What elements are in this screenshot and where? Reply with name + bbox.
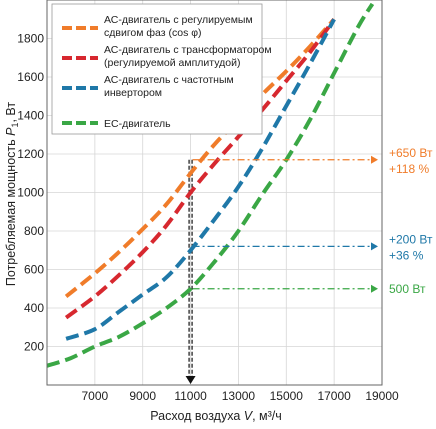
annotation-label: 500 Вт bbox=[389, 282, 426, 296]
y-tick-label: 800 bbox=[24, 224, 44, 238]
y-tick-label: 1200 bbox=[17, 147, 44, 161]
x-axis-title: Расход воздуха V, м³/ч bbox=[150, 409, 282, 423]
legend-label: АС-двигатель с регулируемым bbox=[104, 14, 253, 26]
legend-label: ЕС-двигатель bbox=[104, 118, 171, 130]
legend-label: инвертором bbox=[104, 87, 162, 99]
plot-frame bbox=[46, 0, 383, 386]
y-axis-title: Потребляемая мощность P1, Вт bbox=[4, 102, 20, 286]
legend-label: сдвигом фаз (cos φ) bbox=[104, 27, 202, 39]
y-axis-title-main: Потребляемая мощность bbox=[4, 136, 18, 286]
legend-label: АС-двигатель с трансформатором bbox=[104, 44, 272, 56]
y-tick-label: 1000 bbox=[17, 186, 44, 200]
series-line-0 bbox=[64, 17, 336, 298]
annotation-arrow-0 bbox=[371, 155, 378, 164]
legend-label: АС-двигатель с частотным bbox=[104, 74, 234, 86]
series-lines bbox=[46, 2, 375, 368]
y-tick-label: 1600 bbox=[17, 70, 44, 84]
x-tick-label: 13000 bbox=[222, 389, 256, 403]
x-tick-label: 7000 bbox=[82, 389, 109, 403]
x-axis-title-unit: , м³/ч bbox=[252, 409, 282, 423]
x-tick-labels: 7000 9000 11000 13000 15000 17000 19000 bbox=[82, 389, 400, 403]
x-tick-label: 15000 bbox=[270, 389, 304, 403]
y-tick-labels: 200 400 600 800 1000 1200 1400 1600 1800 bbox=[17, 32, 44, 354]
y-tick-label: 600 bbox=[24, 263, 44, 277]
y-tick-label: 1400 bbox=[17, 109, 44, 123]
x-tick-label: 9000 bbox=[129, 389, 156, 403]
series-line-3 bbox=[46, 2, 375, 368]
x-axis-title-var: V bbox=[244, 409, 254, 423]
series-line-1 bbox=[64, 18, 336, 320]
annotations: +650 Вт +118 % +200 Вт +36 % 500 Вт bbox=[192, 146, 433, 296]
legend-label: (регулируемой амплитудой) bbox=[104, 57, 240, 69]
x-tick-label: 11000 bbox=[174, 389, 207, 403]
x-tick-label: 17000 bbox=[317, 389, 351, 403]
annotation-arrow-1 bbox=[371, 242, 378, 251]
annotation-arrow-2 bbox=[371, 284, 378, 293]
y-axis-title-sub: 1 bbox=[10, 123, 20, 128]
annotation-label: +118 % bbox=[389, 162, 429, 176]
x-axis-title-main: Расход воздуха bbox=[150, 409, 244, 423]
annotation-label: +650 Вт bbox=[389, 146, 433, 160]
y-axis-title-var: P bbox=[4, 127, 18, 136]
annotation-label: +36 % bbox=[389, 248, 424, 262]
x-tick-label: 19000 bbox=[365, 389, 399, 403]
legend-box bbox=[51, 3, 263, 135]
annotation-label: +200 Вт bbox=[389, 232, 433, 246]
y-tick-label: 400 bbox=[24, 301, 44, 315]
y-tick-label: 200 bbox=[24, 340, 44, 354]
reference-arrow-head bbox=[185, 376, 196, 384]
series-line-2 bbox=[65, 18, 336, 341]
y-tick-label: 1800 bbox=[17, 32, 44, 46]
y-axis-title-unit: , Вт bbox=[4, 102, 18, 123]
